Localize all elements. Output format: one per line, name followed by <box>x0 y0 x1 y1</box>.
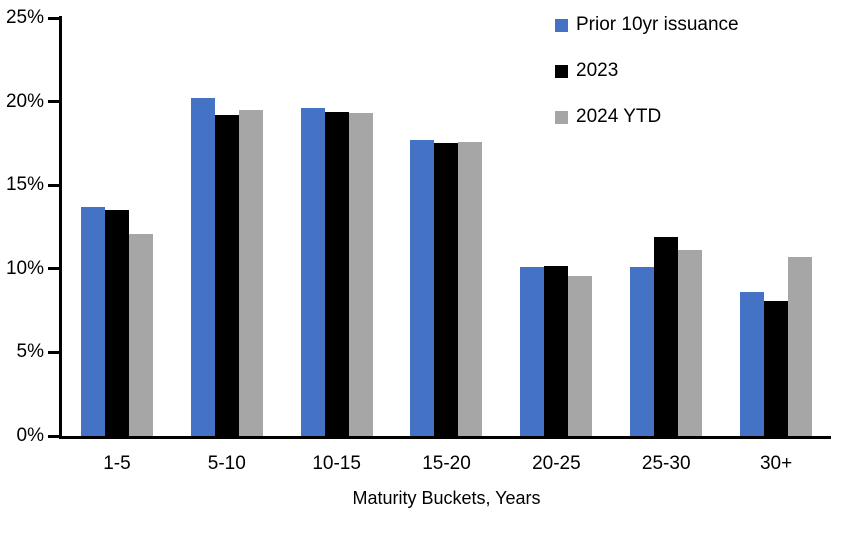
bar-prior-10yr-issuance-20-25 <box>520 267 545 436</box>
x-tick-label-15-20: 15-20 <box>422 453 471 474</box>
bar-prior-10yr-issuance-25-30 <box>630 267 655 436</box>
x-tick-label-5-10: 5-10 <box>207 453 246 474</box>
bar-2024-ytd-5-10 <box>238 110 263 436</box>
bar-2023-20-25 <box>544 265 569 436</box>
bar-2024-ytd-15-20 <box>458 141 483 436</box>
x-axis-title: Maturity Buckets, Years <box>352 488 541 508</box>
y-tick-mark-20 <box>48 100 60 104</box>
bar-2023-25-30 <box>654 237 679 436</box>
bar-prior-10yr-issuance-30 <box>739 292 764 436</box>
y-tick-label-10: 10% <box>5 257 44 279</box>
y-tick-label-25: 25% <box>5 7 44 28</box>
y-tick-mark-0 <box>48 434 60 438</box>
legend-swatch-icon-2024-ytd <box>555 110 568 124</box>
y-tick-label-15: 15% <box>5 174 44 196</box>
bar-2023-5-10 <box>214 115 239 436</box>
y-tick-mark-25 <box>48 16 60 20</box>
bar-group-25-30 <box>630 237 703 436</box>
x-axis-line <box>59 436 831 439</box>
x-tick-label-30: 30+ <box>759 453 793 474</box>
bar-2023-1-5 <box>104 210 129 436</box>
legend-label-prior-10yr-issuance: Prior 10yr issuance <box>576 14 739 35</box>
legend: Prior 10yr issuance 2023 2024 YTD <box>555 12 739 150</box>
bar-prior-10yr-issuance-10-15 <box>300 108 325 436</box>
bar-group-20-25 <box>520 265 593 436</box>
y-tick-label-5: 5% <box>16 341 44 363</box>
bar-2024-ytd-20-25 <box>568 275 593 436</box>
x-axis-tick-labels: 1-5 5-10 10-15 15-20 20-25 25-30 30+ <box>62 453 831 475</box>
bar-group-30 <box>739 257 812 436</box>
bar-2023-15-20 <box>434 143 459 436</box>
bar-group-1-5 <box>80 206 153 436</box>
y-tick-mark-10 <box>48 267 60 271</box>
x-tick-label-20-25: 20-25 <box>532 453 581 474</box>
legend-item-2023: 2023 <box>555 58 739 84</box>
bar-2023-10-15 <box>324 111 349 436</box>
bar-group-10-15 <box>300 108 373 436</box>
legend-swatch-icon-2023 <box>555 64 568 78</box>
x-tick-label-10-15: 10-15 <box>312 453 361 474</box>
bar-prior-10yr-issuance-15-20 <box>410 140 435 436</box>
y-tick-label-20: 20% <box>5 90 44 112</box>
bar-2023-30 <box>763 300 788 436</box>
bar-2024-ytd-1-5 <box>128 233 153 436</box>
y-axis-line <box>59 16 62 439</box>
legend-item-prior-10yr-issuance: Prior 10yr issuance <box>555 12 739 38</box>
y-tick-mark-15 <box>48 183 60 187</box>
legend-swatch-icon-prior-10yr-issuance <box>555 18 568 32</box>
bar-prior-10yr-issuance-1-5 <box>80 206 105 436</box>
bar-2024-ytd-30 <box>787 257 812 436</box>
bar-group-15-20 <box>410 140 483 436</box>
plot-area <box>62 18 831 436</box>
y-tick-mark-5 <box>48 350 60 354</box>
bar-group-5-10 <box>190 98 263 436</box>
bar-2024-ytd-25-30 <box>678 250 703 436</box>
bar-prior-10yr-issuance-5-10 <box>190 98 215 436</box>
legend-label-2023: 2023 <box>576 60 619 81</box>
bar-2024-ytd-10-15 <box>348 113 373 436</box>
legend-label-2024-ytd: 2024 YTD <box>576 106 662 127</box>
y-tick-label-0: 0% <box>16 425 44 446</box>
x-tick-label-1-5: 1-5 <box>103 453 131 474</box>
legend-item-2024-ytd: 2024 YTD <box>555 104 739 130</box>
x-tick-label-25-30: 25-30 <box>641 453 691 474</box>
